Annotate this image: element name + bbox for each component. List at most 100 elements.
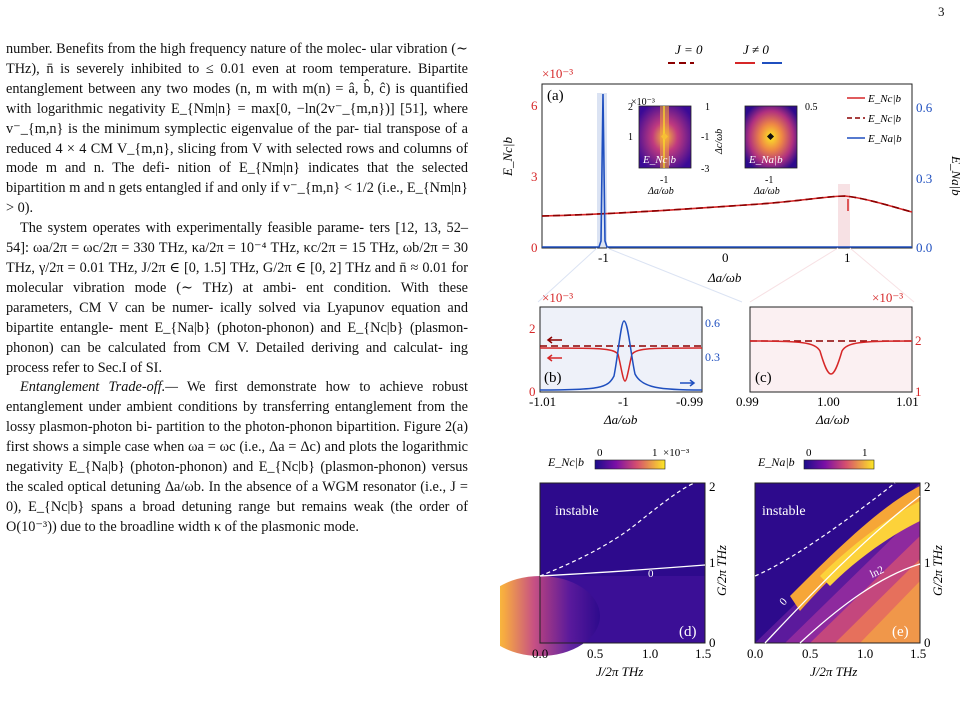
svg-text:(d): (d) [679, 624, 697, 640]
top-legend: J = 0 J ≠ 0 [668, 42, 782, 64]
svg-text:Δa/ωb: Δa/ωb [707, 270, 742, 285]
svg-text:(c): (c) [755, 370, 772, 386]
svg-text:1.01: 1.01 [896, 394, 919, 409]
svg-text:J/2π THz: J/2π THz [810, 664, 857, 679]
panel-b-frame [539, 306, 703, 393]
svg-text:2: 2 [529, 321, 536, 336]
svg-text:1: 1 [862, 447, 868, 459]
svg-text:1.0: 1.0 [857, 646, 873, 661]
panel-c-red [749, 340, 913, 375]
svg-text:×10⁻³: ×10⁻³ [631, 97, 655, 108]
paragraph-3: Entanglement Trade-off.— We first demons… [6, 379, 469, 535]
svg-text:×10⁻³: ×10⁻³ [542, 290, 573, 305]
svg-text:0: 0 [529, 384, 536, 399]
svg-text:E_Nc|b: E_Nc|b [867, 93, 901, 105]
figure-2: J = 0 J ≠ 0 ×10⁻³ (a) 0 3 6 E_Nc|b 0.0 0… [500, 42, 960, 679]
panel-a: ×10⁻³ (a) 0 3 6 E_Nc|b 0.0 0.3 0.6 E_Na|… [500, 66, 960, 303]
svg-text:6: 6 [531, 98, 538, 113]
panel-e: E_Na|b 0 1 0 ln2 instable (e) 2 1 0 G/2π… [747, 447, 945, 679]
svg-text:0.3: 0.3 [705, 350, 720, 364]
svg-text:E_Na|b: E_Na|b [949, 155, 960, 196]
svg-text:2: 2 [709, 479, 716, 494]
inset-1: ×10⁻³ 2 1 1 -1 -3 E_Nc|b -1 Δa/ωb Δc/ωb [628, 97, 725, 197]
svg-text:(a): (a) [547, 88, 564, 104]
paragraph-2: The system operates with experimentally … [6, 220, 469, 376]
svg-text:0: 0 [806, 447, 812, 459]
svg-text:-1: -1 [765, 175, 773, 186]
svg-text:-3: -3 [701, 164, 709, 175]
svg-text:0.99: 0.99 [736, 394, 759, 409]
page-number: 3 [938, 4, 945, 19]
svg-text:ln2: ln2 [868, 564, 886, 581]
svg-text:2: 2 [915, 333, 922, 348]
svg-text:instable: instable [762, 504, 806, 519]
svg-text:-1: -1 [701, 132, 709, 143]
shade-right [838, 184, 850, 248]
svg-text:1: 1 [915, 384, 922, 399]
svg-text:0: 0 [722, 250, 729, 265]
svg-text:×10⁻³: ×10⁻³ [872, 290, 903, 305]
svg-text:E_Na|b: E_Na|b [867, 133, 902, 145]
svg-text:0.0: 0.0 [747, 646, 763, 661]
svg-text:1.5: 1.5 [695, 646, 711, 661]
svg-text:(e): (e) [892, 624, 909, 640]
svg-text:E_Na|b: E_Na|b [748, 154, 783, 166]
panel-a-frame [541, 83, 913, 249]
curve-Nc-red [541, 195, 913, 217]
colorbar-e [803, 459, 875, 470]
svg-text:1: 1 [652, 447, 658, 459]
svg-text:0.0: 0.0 [916, 240, 932, 255]
svg-text:Δa/ωb: Δa/ωb [753, 186, 780, 197]
svg-text:-1: -1 [618, 394, 629, 409]
svg-text:1: 1 [709, 555, 716, 570]
svg-text:×10⁻³: ×10⁻³ [542, 66, 573, 81]
svg-text:E_Nc|b: E_Nc|b [867, 113, 901, 125]
svg-text:0.3: 0.3 [916, 171, 932, 186]
svg-text:-0.99: -0.99 [676, 394, 703, 409]
paragraph-1: number. Benefits from the high frequency… [6, 41, 469, 217]
svg-text:1: 1 [844, 250, 851, 265]
svg-text:2: 2 [628, 102, 633, 113]
body-text-column: number. Benefits from the high frequency… [6, 40, 468, 538]
svg-text:1.5: 1.5 [910, 646, 926, 661]
panel-d: E_Nc|b 0 1 ×10⁻³ 0 instable (d) 2 1 0 G/… [500, 447, 729, 679]
svg-text:Δa/ωb: Δa/ωb [647, 186, 674, 197]
svg-text:J = 0: J = 0 [675, 42, 703, 57]
svg-text:1: 1 [924, 555, 931, 570]
svg-text:1.00: 1.00 [817, 394, 840, 409]
svg-text:0: 0 [709, 635, 716, 650]
svg-text:instable: instable [555, 504, 599, 519]
panel-c: ×10⁻³ (c) 1 2 0.99 1.00 1.01 Δa/ωb [736, 290, 922, 427]
svg-text:0: 0 [597, 447, 603, 459]
svg-text:Δa/ωb: Δa/ωb [815, 412, 850, 427]
svg-text:J ≠ 0: J ≠ 0 [743, 42, 769, 57]
svg-text:0.5: 0.5 [805, 102, 818, 113]
svg-text:E_Nc|b: E_Nc|b [642, 154, 676, 166]
svg-text:G/2π THz: G/2π THz [930, 545, 945, 596]
svg-text:Δc/ωb: Δc/ωb [714, 129, 725, 155]
svg-text:3: 3 [531, 169, 538, 184]
svg-text:G/2π THz: G/2π THz [714, 545, 729, 596]
svg-text:E_Nc|b: E_Nc|b [547, 455, 584, 469]
svg-text:0.5: 0.5 [802, 646, 818, 661]
curve-Na-blue [542, 93, 912, 248]
colorbar-d [594, 459, 666, 470]
svg-text:(b): (b) [544, 370, 562, 386]
panel-b-blue [539, 320, 703, 391]
svg-text:0: 0 [924, 635, 931, 650]
svg-text:J/2π THz: J/2π THz [596, 664, 643, 679]
svg-text:0: 0 [531, 240, 538, 255]
svg-text:1: 1 [705, 102, 710, 113]
svg-text:Δa/ωb: Δa/ωb [603, 412, 638, 427]
svg-text:0.6: 0.6 [705, 316, 720, 330]
svg-text:-1.01: -1.01 [529, 394, 556, 409]
svg-text:1: 1 [628, 132, 633, 143]
svg-text:E_Nc|b: E_Nc|b [500, 137, 515, 177]
svg-text:0.5: 0.5 [587, 646, 603, 661]
panel-c-frame [749, 306, 913, 393]
svg-text:E_Na|b: E_Na|b [757, 455, 795, 469]
svg-text:×10⁻³: ×10⁻³ [663, 447, 690, 459]
inset-2: 0.5 E_Na|b -1 Δa/ωb [744, 102, 818, 197]
svg-text:0.6: 0.6 [916, 100, 933, 115]
svg-text:0.0: 0.0 [532, 646, 548, 661]
